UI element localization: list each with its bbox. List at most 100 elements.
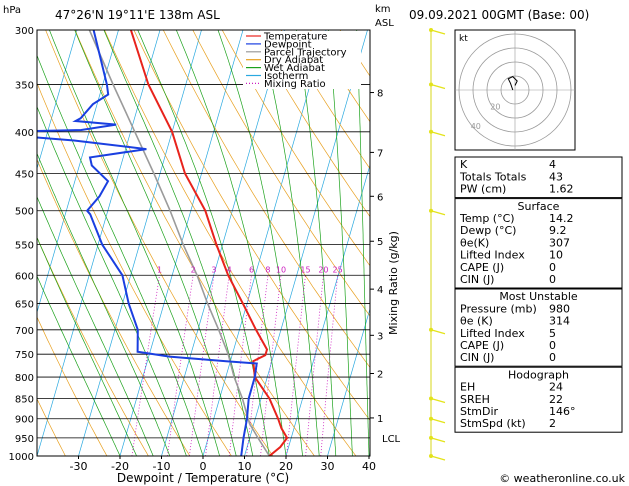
isotherm-line: [78, 30, 202, 456]
mixing-ratio-line: [246, 275, 269, 456]
isotherm-line: [119, 30, 244, 456]
wind-barb: [430, 83, 446, 90]
wind-barbs: [429, 28, 446, 461]
hodograph-table-box: [454, 366, 623, 433]
wind-barb: [430, 418, 446, 424]
mixing-ratio-label: 1: [157, 265, 162, 274]
temperature-tick-label: -20: [111, 460, 129, 473]
table-row-value: 0: [549, 351, 556, 364]
table-row-value: 0: [549, 339, 556, 352]
mixing-ratio-axis-title: Mixing Ratio (g/kg): [387, 231, 400, 335]
dry-adiabat-line: [104, 30, 357, 456]
legend-label: Temperature: [263, 32, 327, 43]
table-row-value: 146°: [549, 405, 576, 418]
dry-adiabat-line: [37, 316, 108, 456]
dry-adiabat-line: [74, 30, 315, 456]
mixing-ratio-label: 25: [333, 265, 343, 274]
table-row-label: CAPE (J): [460, 261, 504, 274]
hodograph-table-title: Hodograph: [508, 368, 569, 381]
wind-barb-dot: [429, 396, 433, 401]
wind-barb-dot: [429, 454, 433, 458]
height-tick-label: 6: [377, 192, 383, 203]
table-row-value: 43: [549, 170, 563, 183]
mixing-ratio-line: [189, 275, 215, 456]
table-row-value: 2: [549, 417, 556, 430]
pressure-tick-label: 1000: [9, 452, 34, 463]
isobar-lines: [37, 30, 370, 456]
pressure-axis: 300 350 400 450 500 550 600 650 700 750 800 850 900 9…: [9, 26, 34, 463]
mixing-ratio-label: 6: [249, 265, 254, 274]
table-row-value: 980: [549, 302, 570, 315]
km-label: km: [375, 4, 391, 15]
mixing-ratio-label: 20: [318, 265, 328, 274]
dry-adiabat-line: [251, 30, 370, 218]
dry-adiabat-line: [192, 30, 370, 317]
table-row-label: CIN (J): [460, 273, 494, 286]
isotherm-line: [285, 163, 370, 456]
table-row-value: 1.62: [549, 183, 574, 196]
hodograph-ring-label: 40: [471, 122, 481, 131]
table-row-label: CAPE (J): [460, 339, 504, 352]
mixing-ratio-line: [305, 275, 324, 456]
wet-adiabat-line: [74, 30, 237, 456]
temperature-tick-label: 10: [238, 460, 252, 473]
table-row-label: Dewp (°C): [460, 224, 516, 237]
legend-label: Wet Adiabat: [264, 63, 325, 74]
table-row-value: 9.2: [549, 224, 567, 237]
temperature-tick-label: 30: [321, 460, 335, 473]
pressure-tick-label: 350: [15, 81, 34, 92]
table-row-value: 14.2: [549, 212, 574, 225]
height-tick-label: 4: [377, 285, 383, 296]
datetime-title: 09.09.2021 00GMT (Base: 00): [409, 8, 589, 22]
wind-barb: [430, 397, 446, 404]
table-row-label: K: [460, 158, 468, 171]
isotherm-line: [244, 30, 368, 456]
temperature-tick-label: 20: [279, 460, 293, 473]
pressure-tick-label: 550: [15, 240, 34, 251]
wind-barb: [430, 455, 446, 461]
table-row-label: Lifted Index: [460, 249, 525, 262]
copyright: © weatheronline.co.uk: [499, 472, 625, 485]
mixing-ratio-label: 10: [276, 265, 286, 274]
asl-label: ASL: [375, 18, 394, 29]
pressure-tick-label: 650: [15, 300, 34, 311]
indices-table: K 4 Totals Totals 43 PW (cm) 1.62 SurfaceTemp …: [454, 156, 623, 433]
legend-background: [243, 31, 361, 89]
temperature-tick-label: 40: [362, 460, 376, 473]
mixing-ratio-line: [205, 275, 230, 456]
height-tick-label: 1: [377, 414, 383, 425]
mixing-ratio-line: [286, 275, 306, 456]
height-tick-label: 3: [377, 331, 383, 342]
isotherm-line: [161, 30, 285, 456]
isotherm-line: [37, 30, 161, 456]
indices-box: [454, 156, 623, 199]
x-axis-title: Dewpoint / Temperature (°C): [117, 471, 289, 485]
pressure-tick-label: 750: [15, 350, 34, 361]
table-row-value: 5: [549, 327, 556, 340]
table-row-value: 0: [549, 273, 556, 286]
wet-adiabat-line: [103, 30, 254, 456]
table-row-value: 0: [549, 261, 556, 274]
height-tick-label: 7: [377, 148, 383, 159]
pressure-tick-label: 800: [15, 373, 34, 384]
legend-label: Mixing Ratio: [264, 79, 326, 90]
wind-barb: [430, 329, 446, 335]
dry-adiabat-line: [221, 30, 370, 267]
temperature-tick-label: -30: [70, 460, 88, 473]
wet-adiabat-line: [295, 30, 337, 456]
mixing-ratio-lines: [131, 275, 339, 456]
table-row-value: 22: [549, 393, 563, 406]
dry-adiabat-line: [37, 82, 232, 456]
legend-label: Dry Adiabat: [264, 55, 323, 66]
height-tick-label: 5: [377, 237, 383, 248]
hodograph: kt 20 40: [454, 29, 576, 151]
table-row-label: PW (cm): [460, 183, 506, 196]
table-row-value: 314: [549, 315, 570, 328]
height-km-axis: 8 7 6 5 4 3 2 1 LCL: [370, 89, 401, 445]
wet-adiabat-line: [37, 54, 204, 456]
hodograph-trace: [507, 75, 518, 91]
pressure-tick-label: 950: [15, 434, 34, 445]
pressure-tick-label: 900: [15, 415, 34, 426]
